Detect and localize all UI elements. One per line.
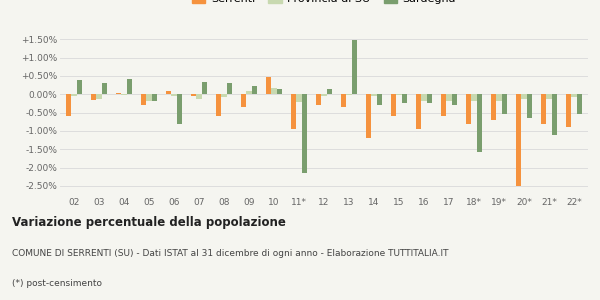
Bar (266, 77, 271, 94)
Bar (291, 94, 296, 129)
Bar (196, 94, 202, 99)
Bar (127, 79, 132, 94)
Bar (366, 94, 371, 138)
Bar (221, 94, 227, 97)
Text: COMUNE DI SERRENTI (SU) - Dati ISTAT al 31 dicembre di ogni anno - Elaborazione : COMUNE DI SERRENTI (SU) - Dati ISTAT al … (12, 249, 449, 258)
Bar (176, 94, 182, 124)
Bar (140, 94, 146, 105)
Bar (371, 94, 377, 96)
Bar (441, 94, 446, 116)
Bar (327, 89, 332, 94)
Bar (321, 94, 327, 96)
Bar (341, 94, 346, 107)
Bar (391, 94, 397, 116)
Bar (116, 93, 121, 94)
Bar (91, 94, 96, 100)
Bar (352, 40, 357, 94)
Bar (251, 86, 257, 94)
Bar (452, 94, 457, 105)
Legend: Serrenti, Provincia di SU, Sardegna: Serrenti, Provincia di SU, Sardegna (187, 0, 461, 9)
Bar (246, 91, 251, 94)
Bar (466, 94, 472, 124)
Bar (101, 83, 107, 94)
Bar (491, 94, 496, 120)
Bar (521, 94, 527, 99)
Bar (146, 94, 152, 101)
Bar (547, 94, 552, 99)
Text: Variazione percentuale della popolazione: Variazione percentuale della popolazione (12, 216, 286, 229)
Bar (71, 94, 77, 96)
Bar (241, 94, 246, 107)
Bar (397, 94, 402, 95)
Bar (152, 94, 157, 101)
Bar (65, 94, 71, 116)
Bar (271, 88, 277, 94)
Bar (577, 94, 583, 114)
Bar (427, 94, 433, 103)
Bar (77, 80, 82, 94)
Bar (171, 94, 176, 96)
Bar (496, 94, 502, 101)
Bar (516, 94, 521, 186)
Bar (446, 94, 452, 101)
Bar (302, 94, 307, 173)
Bar (502, 94, 508, 114)
Bar (527, 94, 532, 118)
Bar (277, 89, 282, 94)
Bar (96, 94, 101, 99)
Bar (202, 82, 207, 94)
Bar (552, 94, 557, 134)
Bar (566, 94, 571, 127)
Bar (227, 83, 232, 94)
Bar (121, 94, 127, 95)
Bar (402, 94, 407, 103)
Bar (166, 91, 171, 94)
Bar (421, 94, 427, 101)
Bar (377, 94, 382, 105)
Bar (316, 94, 321, 105)
Bar (416, 94, 421, 129)
Bar (191, 94, 196, 96)
Bar (346, 94, 352, 95)
Bar (296, 94, 302, 102)
Bar (472, 94, 477, 101)
Text: (*) post-censimento: (*) post-censimento (12, 279, 102, 288)
Bar (215, 94, 221, 116)
Bar (477, 94, 482, 152)
Bar (571, 94, 577, 97)
Bar (541, 94, 547, 124)
